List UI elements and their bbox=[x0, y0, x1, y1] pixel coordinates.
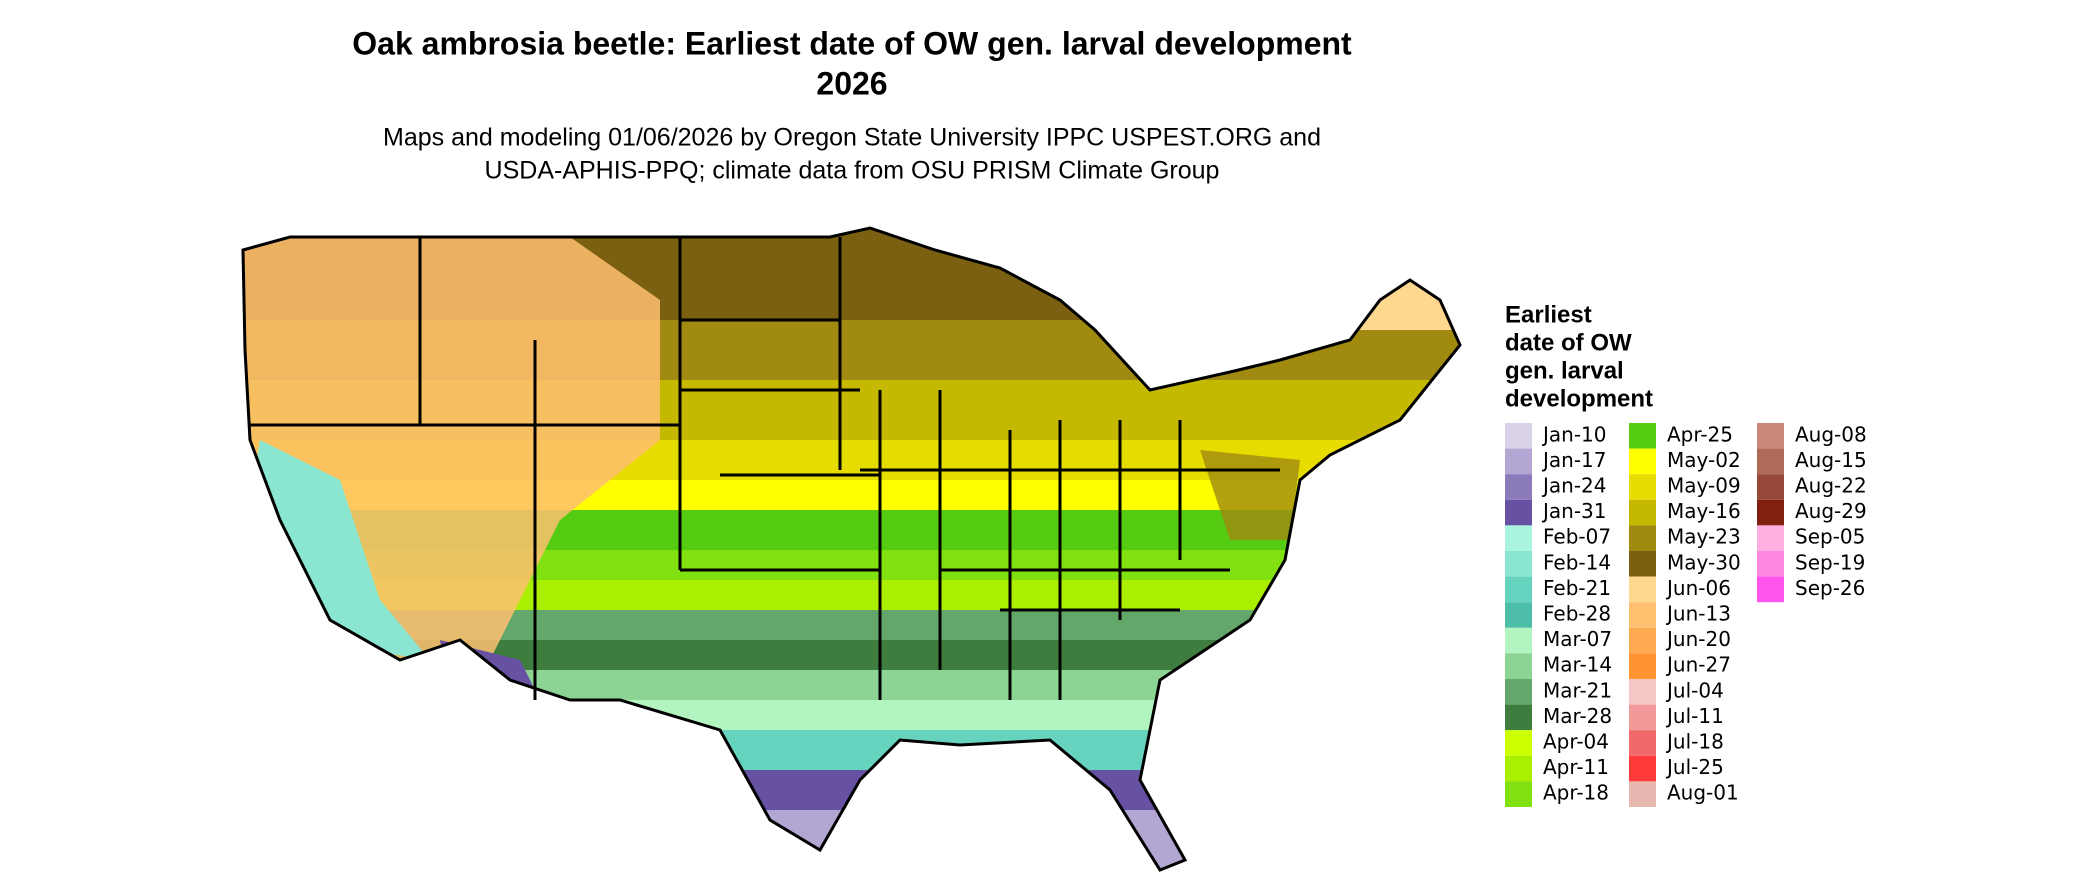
legend-label: Apr-04 bbox=[1543, 730, 1609, 754]
legend-label: Aug-29 bbox=[1795, 499, 1867, 523]
legend-label: Sep-19 bbox=[1795, 550, 1865, 574]
legend-swatch bbox=[1757, 576, 1784, 603]
legend-label: Jul-18 bbox=[1665, 730, 1724, 754]
legend-swatch bbox=[1505, 679, 1532, 705]
legend-swatch bbox=[1505, 525, 1532, 551]
legend-title: development bbox=[1505, 385, 1653, 412]
legend-label: Apr-18 bbox=[1543, 781, 1609, 805]
legend-label: Jul-25 bbox=[1665, 755, 1724, 779]
legend-swatch bbox=[1629, 730, 1656, 756]
legend-swatch bbox=[1505, 781, 1532, 807]
title-line: Oak ambrosia beetle: Earliest date of OW… bbox=[352, 25, 1352, 61]
state-borders bbox=[241, 226, 1462, 872]
legend-swatch bbox=[1629, 679, 1656, 705]
legend-label: May-30 bbox=[1667, 550, 1741, 574]
legend-label: Jul-04 bbox=[1665, 678, 1724, 702]
legend-swatch bbox=[1629, 704, 1656, 731]
legend-swatch bbox=[1757, 474, 1784, 500]
legend-swatch bbox=[1629, 627, 1656, 654]
legend-swatch bbox=[1629, 423, 1656, 449]
legend-label: Apr-25 bbox=[1667, 422, 1733, 446]
legend-label: Jun-06 bbox=[1665, 576, 1731, 600]
legend-swatch bbox=[1505, 576, 1532, 603]
legend-swatch bbox=[1505, 448, 1532, 475]
legend-swatch bbox=[1629, 653, 1656, 679]
legend-label: Jun-13 bbox=[1665, 602, 1731, 626]
legend-swatch bbox=[1505, 730, 1532, 756]
legend-label: Mar-21 bbox=[1543, 678, 1612, 702]
legend-label: May-02 bbox=[1667, 448, 1741, 472]
legend-swatch bbox=[1629, 602, 1656, 628]
legend-swatch bbox=[1757, 551, 1784, 577]
legend-swatch bbox=[1505, 499, 1532, 526]
legend-label: Jan-31 bbox=[1541, 499, 1607, 523]
legend-swatch bbox=[1505, 704, 1532, 731]
legend-label: May-16 bbox=[1667, 499, 1741, 523]
legend-swatch bbox=[1629, 525, 1656, 551]
legend-label: Feb-21 bbox=[1543, 576, 1611, 600]
legend-label: May-09 bbox=[1667, 474, 1741, 498]
legend-label: May-23 bbox=[1667, 525, 1741, 549]
legend-title: Earliest bbox=[1505, 301, 1592, 328]
legend-swatch bbox=[1629, 576, 1656, 603]
legend-swatch bbox=[1629, 474, 1656, 500]
legend-swatch bbox=[1629, 781, 1656, 807]
legend-swatch bbox=[1505, 653, 1532, 679]
legend-label: Jun-20 bbox=[1665, 627, 1731, 651]
legend-label: Feb-28 bbox=[1543, 602, 1611, 626]
subtitle-line: USDA-APHIS-PPQ; climate data from OSU PR… bbox=[485, 157, 1220, 185]
subtitle: Maps and modeling 01/06/2026 by Oregon S… bbox=[383, 124, 1321, 185]
subtitle-line: Maps and modeling 01/06/2026 by Oregon S… bbox=[383, 124, 1321, 152]
legend-label: Mar-28 bbox=[1543, 704, 1612, 728]
legend-label: Aug-22 bbox=[1795, 474, 1867, 498]
legend-label: Jun-27 bbox=[1665, 653, 1731, 677]
legend-label: Sep-26 bbox=[1795, 576, 1865, 600]
legend-swatch bbox=[1505, 627, 1532, 654]
legend-label: Aug-08 bbox=[1795, 422, 1867, 446]
legend-label: Apr-11 bbox=[1543, 755, 1609, 779]
legend-swatch bbox=[1505, 474, 1532, 500]
legend-swatch bbox=[1629, 448, 1656, 475]
title-line: 2026 bbox=[816, 65, 887, 101]
legend-label: Jan-24 bbox=[1541, 474, 1607, 498]
legend-title: gen. larval bbox=[1505, 357, 1624, 384]
legend-swatch bbox=[1757, 448, 1784, 475]
legend-swatch bbox=[1505, 602, 1532, 628]
legend-swatch bbox=[1629, 551, 1656, 577]
legend-swatch bbox=[1757, 423, 1784, 449]
legend-label: Mar-07 bbox=[1543, 627, 1612, 651]
legend-label: Feb-07 bbox=[1543, 525, 1611, 549]
legend-label: Jan-10 bbox=[1541, 422, 1607, 446]
legend-swatch bbox=[1757, 525, 1784, 551]
legend-swatch bbox=[1629, 499, 1656, 526]
legend-swatch bbox=[1629, 755, 1656, 782]
legend-title: date of OW bbox=[1505, 329, 1632, 356]
legend-label: Sep-05 bbox=[1795, 525, 1865, 549]
legend-label: Jan-17 bbox=[1541, 448, 1607, 472]
legend-label: Feb-14 bbox=[1543, 550, 1611, 574]
legend-label: Aug-01 bbox=[1667, 781, 1739, 805]
legend-label: Aug-15 bbox=[1795, 448, 1867, 472]
title: Oak ambrosia beetle: Earliest date of OW… bbox=[352, 25, 1352, 101]
legend-label: Jul-11 bbox=[1665, 704, 1724, 728]
legend-swatch bbox=[1757, 499, 1784, 526]
legend-swatch bbox=[1505, 551, 1532, 577]
legend-label: Mar-14 bbox=[1543, 653, 1612, 677]
legend-swatch bbox=[1505, 755, 1532, 782]
legend-swatch bbox=[1505, 423, 1532, 449]
